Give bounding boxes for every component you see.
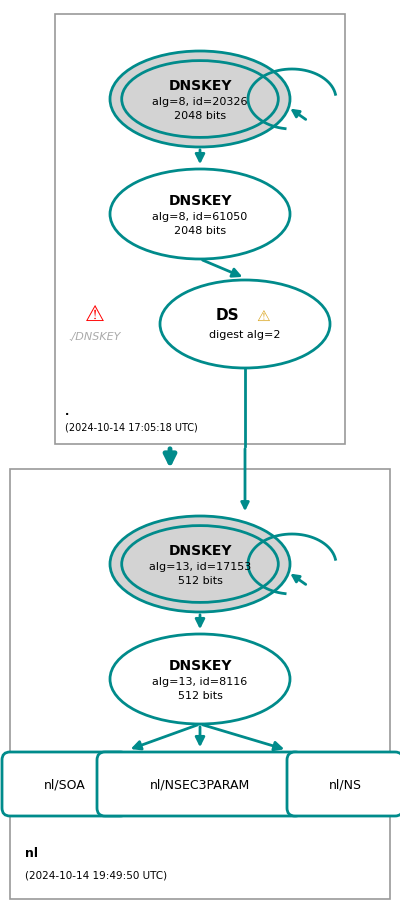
Ellipse shape [122,526,278,603]
Ellipse shape [110,170,290,260]
Text: 2048 bits: 2048 bits [174,111,226,121]
Ellipse shape [110,516,290,612]
Text: DNSKEY: DNSKEY [168,79,232,93]
Text: .: . [65,406,69,416]
Text: nl/SOA: nl/SOA [44,777,86,790]
Ellipse shape [160,280,330,369]
Text: alg=8, id=61050: alg=8, id=61050 [152,211,248,221]
Ellipse shape [110,52,290,148]
Text: DS: DS [215,308,239,323]
Ellipse shape [110,634,290,724]
Text: alg=13, id=8116: alg=13, id=8116 [152,676,248,686]
Text: 512 bits: 512 bits [178,690,222,700]
Text: digest alg=2: digest alg=2 [209,330,281,340]
Text: 512 bits: 512 bits [178,575,222,585]
Text: DNSKEY: DNSKEY [168,194,232,208]
Text: alg=13, id=17153: alg=13, id=17153 [149,562,251,572]
FancyBboxPatch shape [2,752,128,816]
Text: ./DNSKEY: ./DNSKEY [69,332,121,342]
Ellipse shape [122,62,278,138]
Text: (2024-10-14 19:49:50 UTC): (2024-10-14 19:49:50 UTC) [25,869,167,879]
Text: ⚠: ⚠ [85,305,105,324]
FancyBboxPatch shape [10,470,390,899]
Text: DNSKEY: DNSKEY [168,658,232,673]
Text: (2024-10-14 17:05:18 UTC): (2024-10-14 17:05:18 UTC) [65,423,198,433]
FancyBboxPatch shape [287,752,400,816]
Text: nl/NS: nl/NS [328,777,362,790]
FancyBboxPatch shape [55,15,345,445]
Text: ⚠: ⚠ [256,308,270,323]
Text: alg=8, id=20326: alg=8, id=20326 [152,96,248,107]
Text: nl/NSEC3PARAM: nl/NSEC3PARAM [150,777,250,790]
Text: DNSKEY: DNSKEY [168,543,232,558]
Text: 2048 bits: 2048 bits [174,226,226,236]
Text: nl: nl [25,846,38,859]
FancyBboxPatch shape [97,752,303,816]
